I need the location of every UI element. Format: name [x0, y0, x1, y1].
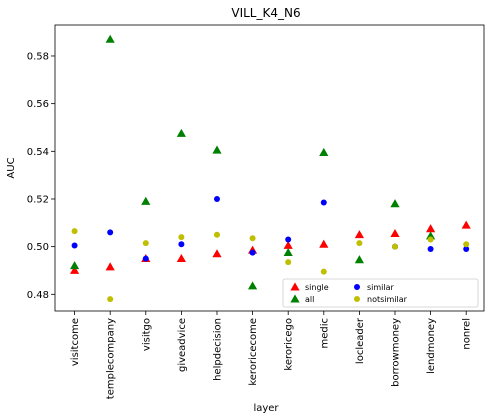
- point-similar-keroricecome: [249, 249, 256, 256]
- x-tick-label: locleader: [355, 317, 366, 364]
- point-similar-templecompany: [107, 229, 114, 236]
- legend-label-all: all: [305, 295, 314, 304]
- y-tick-label: 0.58: [27, 51, 49, 62]
- x-tick-label: keroricego: [284, 318, 295, 371]
- point-single-giveadvice: [176, 253, 186, 263]
- point-notsimilar-templecompany: [107, 296, 114, 303]
- point-all-medic: [319, 147, 329, 156]
- point-similar-visitgo: [142, 255, 149, 262]
- x-tick-label: medic: [319, 318, 330, 349]
- point-notsimilar-locleader: [356, 240, 363, 247]
- point-similar-medic: [320, 199, 327, 206]
- point-notsimilar-keroricego: [285, 259, 292, 266]
- point-notsimilar-giveadvice: [178, 234, 185, 241]
- point-all-visitgo: [141, 196, 151, 205]
- point-single-helpdecision: [212, 249, 222, 258]
- y-tick-label: 0.52: [27, 194, 49, 205]
- point-all-keroricecome: [247, 281, 258, 290]
- x-tick-label: giveadvice: [177, 318, 188, 372]
- point-single-medic: [319, 239, 329, 248]
- x-tick-label: nonrel: [462, 318, 473, 350]
- legend-marker-notsimilar: [354, 296, 360, 302]
- point-all-borrowmoney: [390, 199, 400, 208]
- point-notsimilar-nonrel: [463, 241, 470, 248]
- point-all-helpdecision: [212, 145, 222, 154]
- point-all-templecompany: [105, 34, 115, 43]
- legend-marker-single: [290, 282, 300, 291]
- legend-label-notsimilar: notsimilar: [367, 295, 408, 304]
- legend-label-similar: similar: [367, 283, 395, 292]
- point-single-templecompany: [105, 262, 115, 271]
- point-similar-visitcome: [71, 242, 78, 249]
- y-tick-label: 0.50: [27, 242, 49, 253]
- chart-title: VILL_K4_N6: [231, 6, 300, 20]
- legend-label-single: single: [305, 283, 329, 292]
- point-notsimilar-helpdecision: [213, 231, 220, 238]
- x-tick-label: visitgo: [141, 318, 152, 351]
- point-similar-giveadvice: [178, 241, 185, 248]
- point-similar-lendmoney: [427, 246, 434, 253]
- point-notsimilar-keroricecome: [249, 235, 256, 242]
- point-single-borrowmoney: [390, 228, 400, 237]
- point-single-visitcome: [69, 265, 80, 274]
- legend-marker-all: [290, 294, 300, 303]
- point-single-lendmoney: [425, 224, 436, 233]
- point-all-giveadvice: [176, 128, 186, 137]
- x-tick-label: lendmoney: [426, 318, 437, 374]
- x-tick-label: templecompany: [106, 318, 117, 399]
- point-notsimilar-visitcome: [71, 228, 78, 235]
- point-single-nonrel: [461, 220, 471, 229]
- legend: single all similar notsimilar: [282, 278, 479, 308]
- plot-frame: [54, 24, 485, 312]
- point-notsimilar-borrowmoney: [391, 243, 398, 250]
- point-all-lendmoney: [425, 231, 436, 240]
- point-similar-helpdecision: [213, 195, 220, 202]
- x-axis-label: layer: [253, 403, 279, 414]
- y-tick-label: 0.56: [27, 99, 49, 110]
- point-all-visitcome: [69, 261, 80, 270]
- legend-box: [282, 278, 479, 308]
- y-axis-label: AUC: [6, 157, 17, 178]
- point-single-keroricego: [283, 240, 293, 249]
- point-single-locleader: [354, 230, 364, 239]
- x-tick-label: borrowmoney: [390, 318, 401, 387]
- point-notsimilar-lendmoney: [427, 236, 434, 243]
- point-similar-keroricego: [285, 236, 292, 243]
- point-notsimilar-visitgo: [142, 240, 149, 247]
- point-notsimilar-medic: [320, 268, 327, 275]
- x-tick-label: visitcome: [70, 318, 81, 366]
- point-all-keroricego: [283, 248, 293, 257]
- x-tick-label: helpdecision: [212, 318, 223, 381]
- point-similar-nonrel: [463, 246, 470, 253]
- point-all-locleader: [354, 255, 364, 264]
- y-tick-label: 0.48: [27, 290, 49, 301]
- legend-marker-similar: [354, 284, 360, 290]
- x-tick-label: keroricecome: [248, 318, 259, 386]
- y-tick-label: 0.54: [27, 147, 49, 158]
